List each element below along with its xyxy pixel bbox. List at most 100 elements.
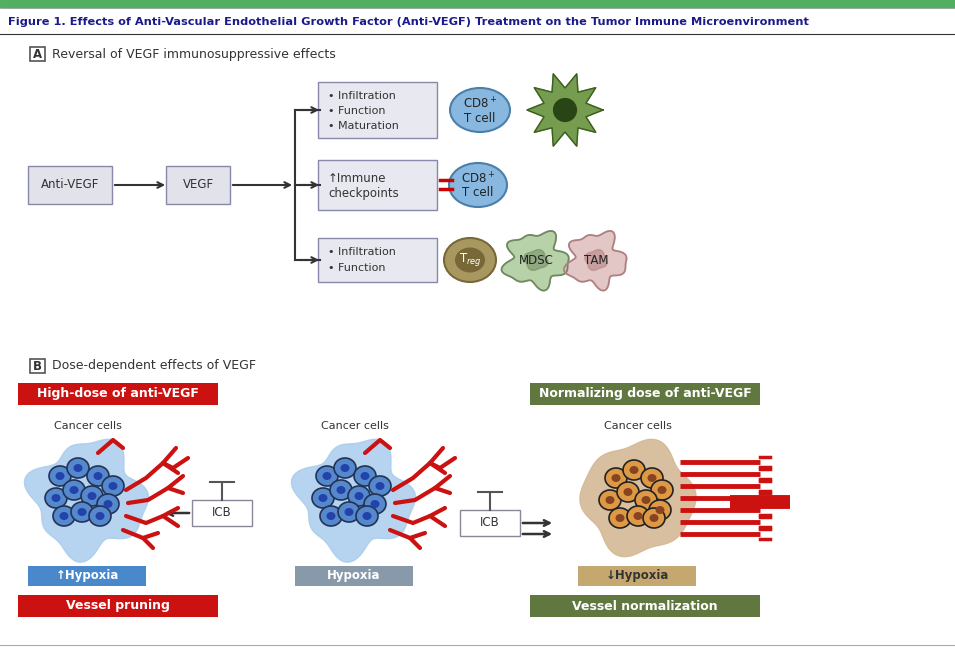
- Ellipse shape: [363, 512, 371, 520]
- FancyBboxPatch shape: [578, 566, 696, 586]
- Polygon shape: [291, 439, 415, 562]
- Ellipse shape: [55, 472, 65, 480]
- Text: Reversal of VEGF immunosuppressive effects: Reversal of VEGF immunosuppressive effec…: [52, 48, 336, 61]
- Text: CD8$^+$: CD8$^+$: [460, 171, 496, 187]
- Ellipse shape: [642, 496, 650, 504]
- FancyBboxPatch shape: [530, 595, 760, 617]
- Ellipse shape: [94, 472, 102, 480]
- Ellipse shape: [605, 496, 614, 504]
- Ellipse shape: [616, 514, 625, 522]
- Ellipse shape: [649, 514, 659, 522]
- Ellipse shape: [649, 500, 671, 520]
- Ellipse shape: [88, 492, 96, 500]
- Ellipse shape: [655, 506, 665, 514]
- Text: Cancer cells: Cancer cells: [605, 421, 672, 431]
- Ellipse shape: [81, 486, 103, 506]
- Text: • Function: • Function: [328, 263, 386, 273]
- Text: CD8$^+$: CD8$^+$: [463, 96, 498, 112]
- Ellipse shape: [102, 476, 124, 496]
- Ellipse shape: [369, 476, 391, 496]
- Ellipse shape: [67, 458, 89, 478]
- Text: • Function: • Function: [328, 106, 386, 116]
- Ellipse shape: [109, 482, 117, 490]
- Text: • Infiltration: • Infiltration: [328, 91, 396, 101]
- FancyBboxPatch shape: [28, 566, 146, 586]
- Text: High-dose of anti-VEGF: High-dose of anti-VEGF: [37, 387, 199, 400]
- Ellipse shape: [312, 488, 334, 508]
- Ellipse shape: [336, 486, 346, 494]
- FancyBboxPatch shape: [318, 238, 437, 282]
- Ellipse shape: [371, 500, 379, 508]
- Ellipse shape: [348, 486, 370, 506]
- Text: A: A: [32, 48, 42, 61]
- Ellipse shape: [623, 460, 645, 480]
- Ellipse shape: [651, 480, 673, 500]
- Ellipse shape: [657, 486, 667, 494]
- Ellipse shape: [53, 506, 75, 526]
- Polygon shape: [25, 439, 149, 562]
- Text: VEGF: VEGF: [182, 178, 214, 191]
- FancyBboxPatch shape: [460, 510, 520, 536]
- Ellipse shape: [323, 472, 331, 480]
- Ellipse shape: [63, 480, 85, 500]
- Bar: [0, 0, 955, 7]
- FancyBboxPatch shape: [28, 166, 112, 204]
- Ellipse shape: [320, 506, 342, 526]
- Polygon shape: [580, 439, 696, 557]
- Ellipse shape: [49, 466, 71, 486]
- Ellipse shape: [96, 512, 104, 520]
- Ellipse shape: [605, 468, 627, 488]
- Text: T cell: T cell: [464, 111, 496, 124]
- Ellipse shape: [354, 466, 376, 486]
- Text: T cell: T cell: [462, 186, 494, 199]
- Ellipse shape: [375, 482, 385, 490]
- Text: ICB: ICB: [212, 506, 232, 519]
- Polygon shape: [584, 249, 607, 270]
- Ellipse shape: [599, 490, 621, 510]
- FancyBboxPatch shape: [318, 82, 437, 138]
- Ellipse shape: [364, 494, 386, 514]
- FancyBboxPatch shape: [318, 160, 437, 210]
- Text: Anti-VEGF: Anti-VEGF: [41, 178, 99, 191]
- Text: checkpoints: checkpoints: [328, 187, 399, 201]
- Ellipse shape: [641, 468, 663, 488]
- Text: ICB: ICB: [480, 516, 499, 529]
- Ellipse shape: [450, 88, 510, 132]
- Text: • Maturation: • Maturation: [328, 121, 399, 131]
- FancyBboxPatch shape: [530, 383, 760, 405]
- Text: Vessel pruning: Vessel pruning: [66, 600, 170, 613]
- FancyBboxPatch shape: [192, 500, 252, 526]
- FancyBboxPatch shape: [30, 46, 45, 61]
- Text: MDSC: MDSC: [519, 253, 554, 266]
- Text: Figure 1. Effects of Anti-Vascular Endothelial Growth Factor (Anti-VEGF) Treatme: Figure 1. Effects of Anti-Vascular Endot…: [8, 17, 809, 27]
- Ellipse shape: [635, 490, 657, 510]
- Polygon shape: [524, 249, 548, 270]
- Ellipse shape: [643, 508, 665, 528]
- Polygon shape: [563, 231, 626, 290]
- Polygon shape: [501, 231, 569, 290]
- Ellipse shape: [354, 492, 364, 500]
- Ellipse shape: [611, 474, 621, 482]
- Text: Hypoxia: Hypoxia: [328, 570, 381, 583]
- Ellipse shape: [103, 500, 113, 508]
- Ellipse shape: [71, 502, 93, 522]
- Text: TAM: TAM: [584, 253, 608, 266]
- Text: Cancer cells: Cancer cells: [321, 421, 389, 431]
- Ellipse shape: [624, 488, 632, 496]
- FancyBboxPatch shape: [295, 566, 413, 586]
- Text: ↓Hypoxia: ↓Hypoxia: [605, 570, 668, 583]
- Ellipse shape: [627, 506, 649, 526]
- Ellipse shape: [647, 474, 656, 482]
- FancyBboxPatch shape: [30, 359, 45, 372]
- Text: Vessel normalization: Vessel normalization: [572, 600, 718, 613]
- Text: ↑Immune: ↑Immune: [328, 171, 387, 184]
- Text: Cancer cells: Cancer cells: [54, 421, 122, 431]
- Ellipse shape: [330, 480, 352, 500]
- Ellipse shape: [633, 512, 643, 520]
- Ellipse shape: [52, 494, 60, 502]
- FancyBboxPatch shape: [166, 166, 230, 204]
- Text: Normalizing dose of anti-VEGF: Normalizing dose of anti-VEGF: [539, 387, 752, 400]
- Text: ↑Hypoxia: ↑Hypoxia: [55, 570, 118, 583]
- Text: T$_{reg}$: T$_{reg}$: [458, 251, 481, 268]
- Ellipse shape: [59, 512, 69, 520]
